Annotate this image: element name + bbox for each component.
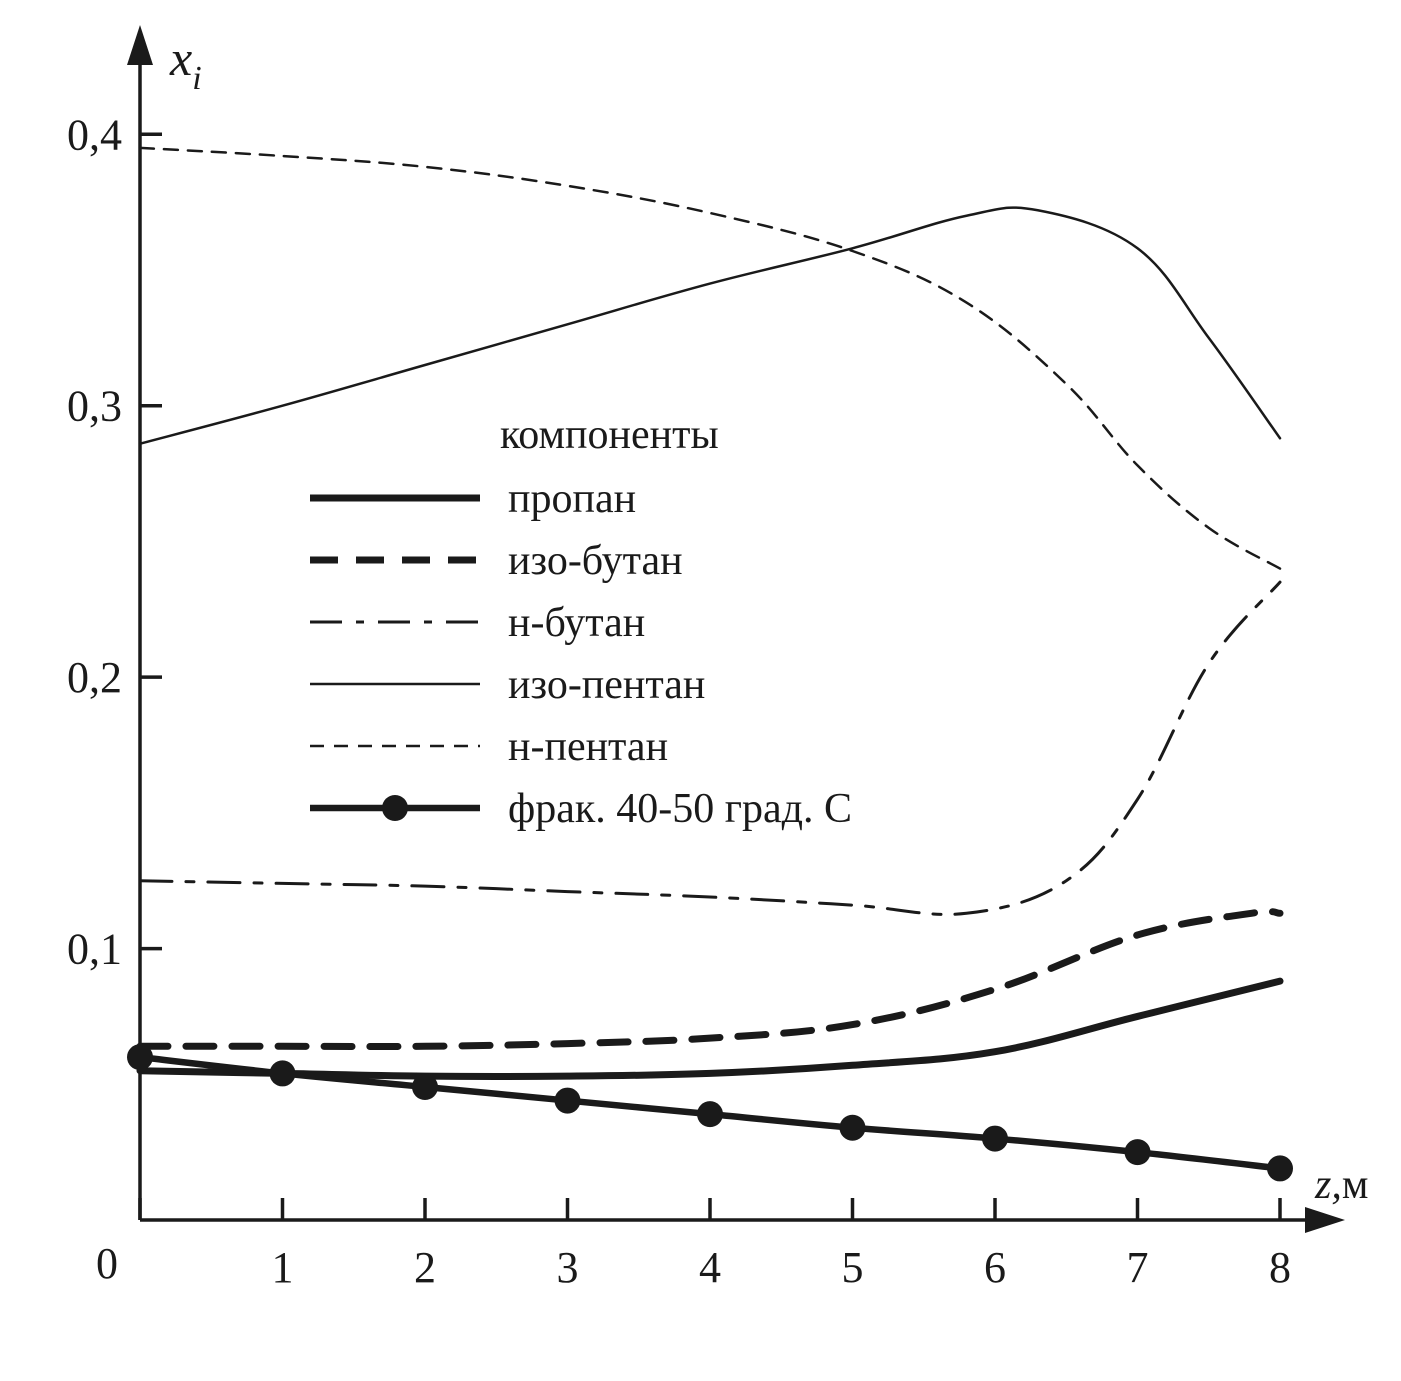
series-marker <box>1267 1155 1293 1181</box>
legend-title: компоненты <box>500 412 719 458</box>
y-tick-label: 0,2 <box>67 653 122 702</box>
series-marker <box>982 1126 1008 1152</box>
x-tick-label: 2 <box>414 1243 436 1292</box>
series-marker <box>555 1088 581 1114</box>
legend-item-label: н-бутан <box>508 600 645 646</box>
chart-container: 123456780,10,20,30,40xiz,мкомпонентыпроп… <box>0 0 1401 1381</box>
origin-label: 0 <box>96 1239 118 1288</box>
legend-item-label: фрак. 40-50 град. С <box>508 786 852 832</box>
y-tick-label: 0,1 <box>67 925 122 974</box>
x-tick-label: 7 <box>1127 1243 1149 1292</box>
series-marker <box>270 1060 296 1086</box>
x-tick-label: 6 <box>984 1243 1006 1292</box>
x-axis-label: z,м <box>1314 1162 1368 1208</box>
legend-marker <box>382 795 408 821</box>
x-tick-label: 8 <box>1269 1243 1291 1292</box>
series-marker <box>697 1101 723 1127</box>
legend-item-label: изо-бутан <box>508 538 683 584</box>
y-tick-label: 0,3 <box>67 382 122 431</box>
x-tick-label: 1 <box>272 1243 294 1292</box>
y-tick-label: 0,4 <box>67 110 122 159</box>
x-tick-label: 4 <box>699 1243 721 1292</box>
series-marker <box>1125 1139 1151 1165</box>
series-marker <box>412 1074 438 1100</box>
series-marker <box>840 1115 866 1141</box>
x-tick-label: 5 <box>842 1243 864 1292</box>
line-chart: 123456780,10,20,30,40xiz,мкомпонентыпроп… <box>0 0 1401 1381</box>
legend-item-label: пропан <box>508 476 636 522</box>
legend-item-label: изо-пентан <box>508 662 705 708</box>
x-tick-label: 3 <box>557 1243 579 1292</box>
series-marker <box>127 1044 153 1070</box>
legend-item-label: н-пентан <box>508 724 668 770</box>
